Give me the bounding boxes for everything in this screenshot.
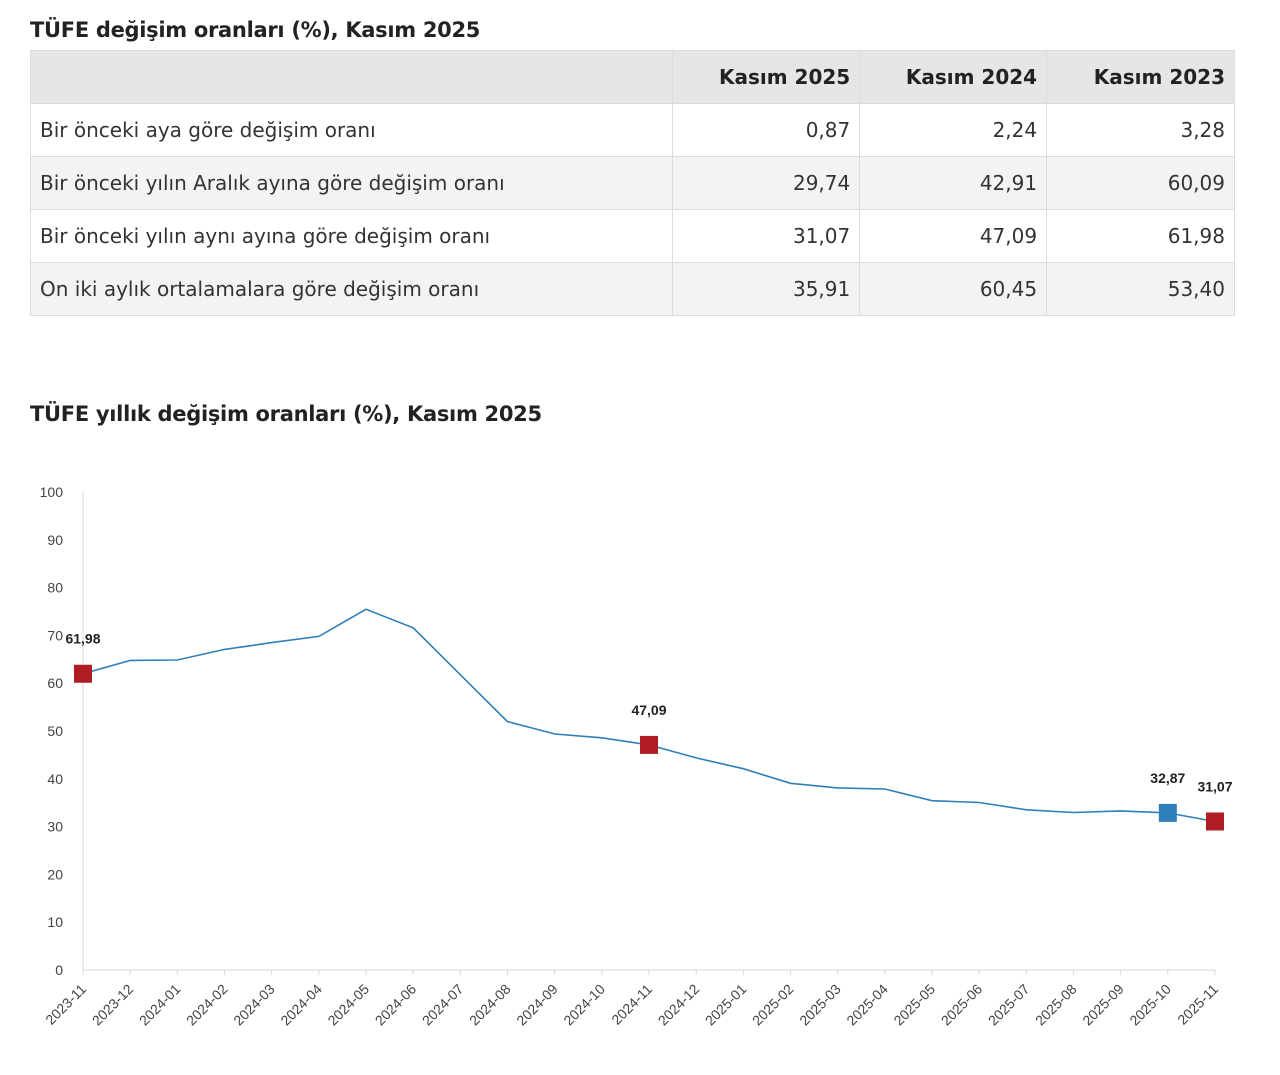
cpi-change-table: Kasım 2025 Kasım 2024 Kasım 2023 Bir önc…	[30, 50, 1235, 316]
x-tick-label: 2024-08	[466, 981, 514, 1029]
table-title: TÜFE değişim oranları (%), Kasım 2025	[30, 18, 481, 42]
x-tick-label: 2025-04	[843, 981, 891, 1029]
x-tick-label: 2024-07	[419, 981, 467, 1029]
header-kasim-2024: Kasım 2024	[859, 50, 1048, 104]
cell-value: 31,07	[672, 209, 861, 263]
y-tick-label: 60	[47, 675, 63, 691]
x-tick-label: 2024-10	[560, 981, 608, 1029]
data-label: 61,98	[65, 631, 100, 647]
table-row: Bir önceki yılın Aralık ayına göre değiş…	[30, 156, 1235, 210]
x-tick-label: 2024-03	[230, 981, 278, 1029]
x-tick-label: 2023-12	[89, 981, 137, 1029]
row-label: Bir önceki yılın aynı ayına göre değişim…	[30, 209, 674, 263]
data-label: 32,87	[1150, 770, 1185, 786]
x-tick-label: 2025-01	[702, 981, 750, 1029]
x-tick-label: 2025-05	[890, 981, 938, 1029]
cell-value: 29,74	[672, 156, 861, 210]
x-tick-label: 2025-10	[1126, 981, 1174, 1029]
cell-value: 3,28	[1046, 103, 1235, 157]
chart-title: TÜFE yıllık değişim oranları (%), Kasım …	[30, 402, 542, 426]
y-tick-label: 100	[40, 484, 64, 500]
x-tick-label: 2024-04	[277, 981, 325, 1029]
x-tick-label: 2024-11	[608, 981, 655, 1028]
table-row: On iki aylık ortalamalara göre değişim o…	[30, 262, 1235, 316]
cell-value: 2,24	[859, 103, 1048, 157]
data-label: 47,09	[631, 702, 666, 718]
y-tick-label: 70	[47, 627, 63, 643]
y-tick-label: 40	[47, 771, 63, 787]
header-kasim-2023: Kasım 2023	[1046, 50, 1235, 104]
row-label: On iki aylık ortalamalara göre değişim o…	[30, 262, 674, 316]
cell-value: 0,87	[672, 103, 861, 157]
x-tick-label: 2024-02	[183, 981, 231, 1029]
table-row: Bir önceki yılın aynı ayına göre değişim…	[30, 209, 1235, 263]
y-tick-label: 10	[47, 914, 63, 930]
x-tick-label: 2025-09	[1079, 981, 1127, 1029]
cell-value: 61,98	[1046, 209, 1235, 263]
x-tick-label: 2025-11	[1174, 981, 1221, 1028]
x-tick-label: 2024-05	[324, 981, 372, 1029]
x-tick-label: 2024-09	[513, 981, 561, 1029]
x-tick-label: 2024-01	[136, 981, 184, 1029]
y-tick-label: 30	[47, 819, 63, 835]
table-header-row: Kasım 2025 Kasım 2024 Kasım 2023	[30, 50, 1235, 104]
data-label: 31,07	[1197, 778, 1232, 794]
x-tick-label: 2025-07	[985, 981, 1033, 1029]
x-tick-label: 2025-02	[749, 981, 797, 1029]
header-empty-cell	[30, 50, 674, 104]
data-point-marker	[1206, 812, 1224, 831]
y-tick-label: 0	[55, 962, 63, 978]
x-tick-label: 2024-12	[655, 981, 703, 1029]
row-label: Bir önceki aya göre değişim oranı	[30, 103, 674, 157]
data-point-marker	[640, 735, 658, 754]
table-row: Bir önceki aya göre değişim oranı 0,87 2…	[30, 103, 1235, 157]
y-tick-label: 20	[47, 866, 63, 882]
y-tick-label: 90	[47, 532, 63, 548]
cell-value: 53,40	[1046, 262, 1235, 316]
x-tick-label: 2025-03	[796, 981, 844, 1029]
row-label: Bir önceki yılın Aralık ayına göre değiş…	[30, 156, 674, 210]
data-point-marker	[74, 664, 92, 683]
cell-value: 60,45	[859, 262, 1048, 316]
cell-value: 42,91	[859, 156, 1048, 210]
cell-value: 60,09	[1046, 156, 1235, 210]
x-tick-label: 2025-06	[938, 981, 986, 1029]
x-tick-label: 2023-11	[42, 981, 89, 1028]
header-kasim-2025: Kasım 2025	[672, 50, 861, 104]
x-tick-label: 2024-06	[372, 981, 420, 1029]
cell-value: 47,09	[859, 209, 1048, 263]
cell-value: 35,91	[672, 262, 861, 316]
y-tick-label: 50	[47, 723, 63, 739]
y-tick-label: 80	[47, 580, 63, 596]
data-point-marker	[1158, 803, 1177, 822]
x-tick-label: 2025-08	[1032, 981, 1080, 1029]
